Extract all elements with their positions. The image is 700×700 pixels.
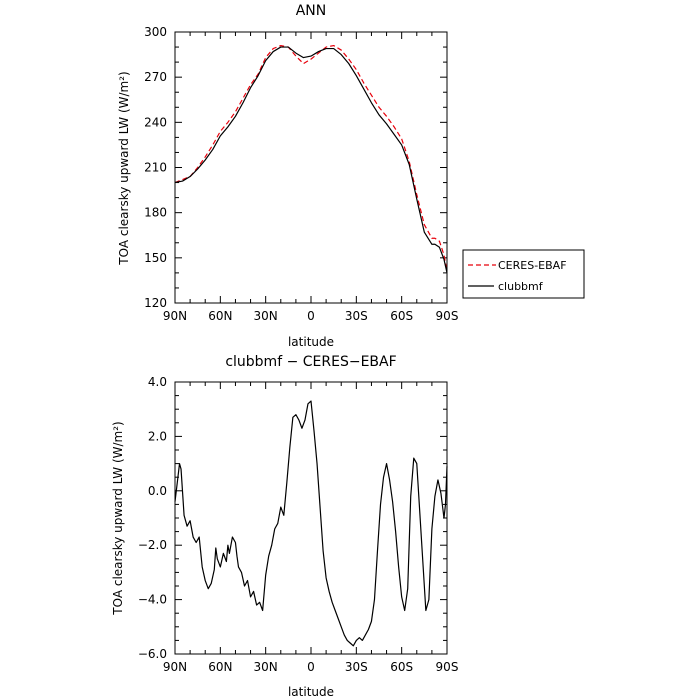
bottom-chart-plot-area bbox=[174, 400, 448, 647]
top-chart-y-tick-label: 210 bbox=[144, 161, 167, 175]
top-chart-y-tick-label: 300 bbox=[144, 25, 167, 39]
legend-label-ceres-ebaf: CERES-EBAF bbox=[498, 259, 567, 272]
bottom-chart-y-tick-label: −6.0 bbox=[138, 647, 167, 661]
bottom-chart-x-tick-label: 30N bbox=[254, 660, 278, 674]
top-chart-ticks: 90N 60N 30N 0 30S 60S 90S 120 150 180 210 240 270 300 bbox=[144, 25, 458, 323]
top-chart-panel: ANN 90N 60N 30N 0 30S 60S 90S 120 150 180 210 240 27… bbox=[117, 3, 585, 349]
top-chart-x-tick-label: 90N bbox=[163, 309, 187, 323]
top-chart-frame bbox=[174, 31, 448, 304]
bottom-chart-panel: clubbmf − CERES−EBAF 90N 60N 30N 0 30S 60S 90S… bbox=[111, 354, 458, 699]
bottom-chart-x-tick-label: 30S bbox=[345, 660, 368, 674]
top-chart-x-tick-label: 90S bbox=[436, 309, 459, 323]
bottom-chart-y-tick-label: 0.0 bbox=[148, 484, 167, 498]
bottom-chart-x-tick-label: 90S bbox=[436, 660, 459, 674]
bottom-chart-x-tick-label: 0 bbox=[307, 660, 315, 674]
bottom-chart-ticks: 90N 60N 30N 0 30S 60S 90S −6.0 −4.0 −2.0 0.0 2.0 4.0 bbox=[138, 375, 459, 674]
bottom-chart-y-tick-label: −2.0 bbox=[138, 538, 167, 552]
legend-label-clubbmf: clubbmf bbox=[498, 280, 544, 293]
top-chart-x-tick-label: 60N bbox=[208, 309, 232, 323]
top-chart-x-tick-label: 30N bbox=[254, 309, 278, 323]
top-chart-y-tick-label: 270 bbox=[144, 70, 167, 84]
top-chart-plot-area bbox=[174, 44, 448, 274]
bottom-chart-title: clubbmf − CERES−EBAF bbox=[225, 354, 396, 370]
top-chart-y-tick-label: 240 bbox=[144, 115, 167, 129]
top-chart-y-tick-label: 120 bbox=[144, 296, 167, 310]
bottom-chart-x-tick-label: 60N bbox=[208, 660, 232, 674]
bottom-chart-y-tick-label: 4.0 bbox=[148, 375, 167, 389]
legend: CERES-EBAF clubbmf bbox=[462, 249, 585, 299]
bottom-chart-y-tick-label: 2.0 bbox=[148, 429, 167, 443]
top-chart-x-tick-label: 60S bbox=[390, 309, 413, 323]
top-chart-x-tick-label: 0 bbox=[307, 309, 315, 323]
top-chart-y-axis-title: TOA clearsky upward LW (W/m²) bbox=[117, 71, 131, 265]
bottom-chart-series-line-difference bbox=[174, 400, 448, 647]
bottom-chart-frame bbox=[174, 381, 448, 655]
bottom-chart-y-axis-title: TOA clearsky upward LW (W/m²) bbox=[111, 421, 125, 615]
bottom-chart-x-tick-label: 60S bbox=[390, 660, 413, 674]
bottom-chart-x-axis-title: latitude bbox=[288, 685, 334, 699]
bottom-chart-y-tick-label: −4.0 bbox=[138, 593, 167, 607]
top-chart-series-line-ceres-ebaf bbox=[174, 44, 448, 272]
top-chart-series-line-clubbmf bbox=[174, 46, 448, 274]
top-chart-title: ANN bbox=[296, 3, 327, 19]
top-chart-y-tick-label: 180 bbox=[144, 206, 167, 220]
bottom-chart-x-tick-label: 90N bbox=[163, 660, 187, 674]
top-chart-x-axis-title: latitude bbox=[288, 335, 334, 349]
legend-box bbox=[462, 249, 585, 299]
top-chart-x-tick-label: 30S bbox=[345, 309, 368, 323]
top-chart-y-tick-label: 150 bbox=[144, 251, 167, 265]
